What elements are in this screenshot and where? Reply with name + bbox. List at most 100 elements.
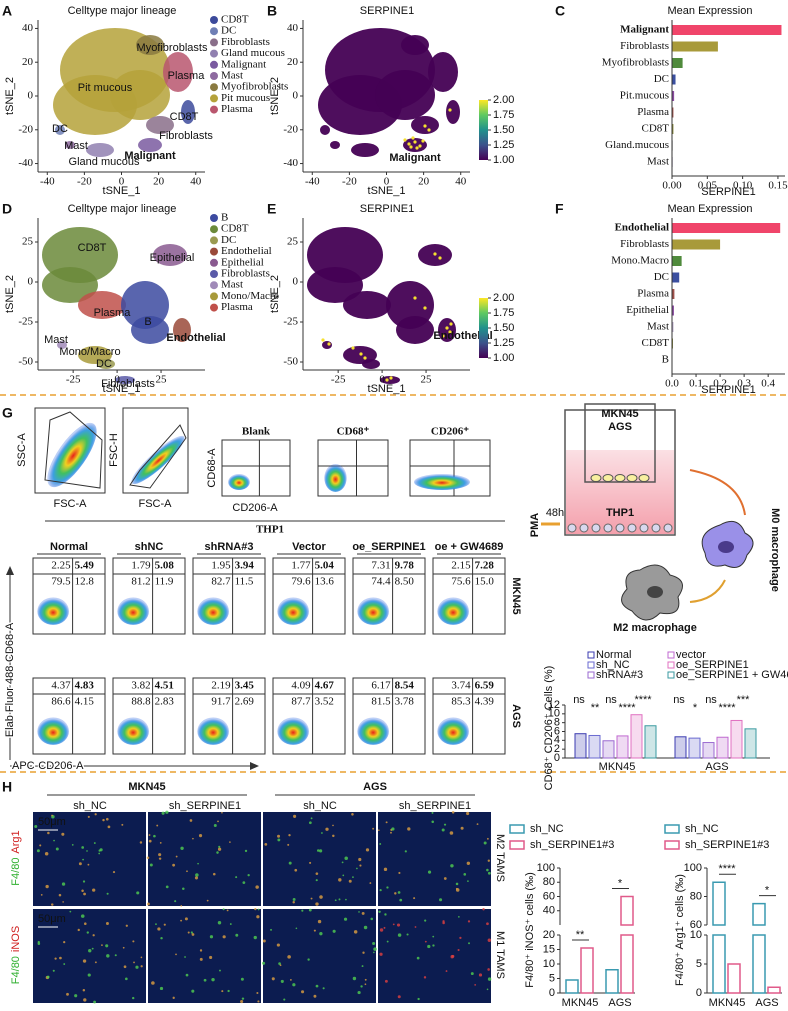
stain xyxy=(146,902,150,906)
stain xyxy=(199,957,203,961)
stain xyxy=(254,908,257,911)
stain xyxy=(61,832,65,836)
tumor-cell xyxy=(638,474,650,482)
cluster-label: CD8T xyxy=(78,242,107,254)
y-tick-label: 0 xyxy=(549,987,555,999)
stimulus: PMA xyxy=(529,513,541,538)
x-tick-label: 20 xyxy=(418,176,430,188)
stain xyxy=(486,988,489,991)
bar xyxy=(672,58,683,68)
stain xyxy=(83,892,86,896)
stain xyxy=(365,848,370,852)
stain xyxy=(187,931,190,934)
y-tick-label: 0 xyxy=(293,276,299,288)
stain xyxy=(343,917,348,921)
stain xyxy=(487,871,491,875)
stain xyxy=(98,852,101,855)
legend-swatch xyxy=(210,281,218,290)
cluster xyxy=(380,376,400,384)
category-label: Mast xyxy=(647,321,669,333)
high-cell xyxy=(363,356,367,360)
stain xyxy=(385,821,388,824)
x-tick-label: -40 xyxy=(305,176,320,188)
cell-density xyxy=(324,464,347,492)
x-tick-label: 0 xyxy=(384,176,390,188)
condition: sh_NC xyxy=(303,800,337,812)
stain xyxy=(180,905,183,907)
condition: sh_NC xyxy=(73,800,107,812)
legend-swatch xyxy=(509,824,525,834)
stain xyxy=(313,929,316,932)
cell-density xyxy=(197,597,229,625)
cluster xyxy=(65,141,75,149)
stain xyxy=(308,821,312,825)
colorbar xyxy=(479,298,488,358)
significance: ns xyxy=(673,694,685,706)
stain xyxy=(372,827,375,830)
stain xyxy=(94,961,97,964)
stain xyxy=(361,965,364,968)
stain xyxy=(276,943,280,947)
stain xyxy=(77,928,80,932)
stain xyxy=(344,856,348,860)
bar xyxy=(744,728,757,759)
y-tick-label: 4 xyxy=(554,734,560,746)
stain xyxy=(78,862,82,866)
panel-title: Celltype major lineage xyxy=(68,5,177,17)
stain xyxy=(399,898,403,902)
stain xyxy=(358,857,362,862)
quadrant-value: 11.5 xyxy=(235,576,254,588)
stain xyxy=(460,826,464,830)
cluster xyxy=(428,52,458,92)
x-axis-label: SERPINE1 xyxy=(701,186,755,198)
stain xyxy=(159,841,162,844)
cluster xyxy=(153,244,187,266)
stain xyxy=(66,992,69,996)
legend-swatch xyxy=(210,72,218,80)
stain xyxy=(397,891,401,894)
colorbar-label: 1.75 xyxy=(493,109,514,121)
quadrant-value: 4.37 xyxy=(51,680,71,692)
stain xyxy=(287,843,290,846)
stain xyxy=(112,871,116,874)
stain xyxy=(482,908,485,911)
well-outer xyxy=(564,409,676,536)
quadrant-value: 12.8 xyxy=(75,576,95,588)
high-cell xyxy=(403,138,407,142)
stain xyxy=(432,935,435,938)
tumor-cell xyxy=(626,474,638,482)
stain xyxy=(476,823,479,826)
stain xyxy=(226,909,229,912)
legend-swatch xyxy=(667,671,675,679)
stain xyxy=(172,863,176,867)
bar xyxy=(672,305,674,316)
quadrant-value: 82.7 xyxy=(211,576,231,588)
quadrant-value: 7.28 xyxy=(475,560,495,572)
colorbar-label: 1.50 xyxy=(493,322,514,334)
bar xyxy=(767,986,781,994)
stain xyxy=(442,920,445,923)
quadrant-value: 4.67 xyxy=(315,680,335,692)
cluster xyxy=(362,359,380,369)
y-axis-label: F4/80⁺ Arg1⁺ cells (‰) xyxy=(674,874,686,986)
stain xyxy=(467,920,471,923)
x-tick-label: 0 xyxy=(114,374,120,386)
category-label: Epithelial xyxy=(626,304,669,316)
stain xyxy=(384,979,388,983)
bar xyxy=(674,736,687,759)
stain xyxy=(319,849,323,853)
category-label: CD8T xyxy=(642,123,670,135)
stain xyxy=(46,975,50,979)
stain xyxy=(81,846,85,849)
stain xyxy=(92,888,96,892)
y-tick-label: -40 xyxy=(18,157,33,169)
stain xyxy=(51,903,54,906)
bar xyxy=(702,742,715,759)
arrow xyxy=(689,469,746,516)
stain xyxy=(353,930,358,934)
cluster-label: Pit mucous xyxy=(78,82,133,94)
quadrant-value: 6.59 xyxy=(475,680,495,692)
stain xyxy=(319,895,323,899)
y-tick-label: 25 xyxy=(287,236,299,248)
legend-label: CD8T xyxy=(221,14,249,26)
